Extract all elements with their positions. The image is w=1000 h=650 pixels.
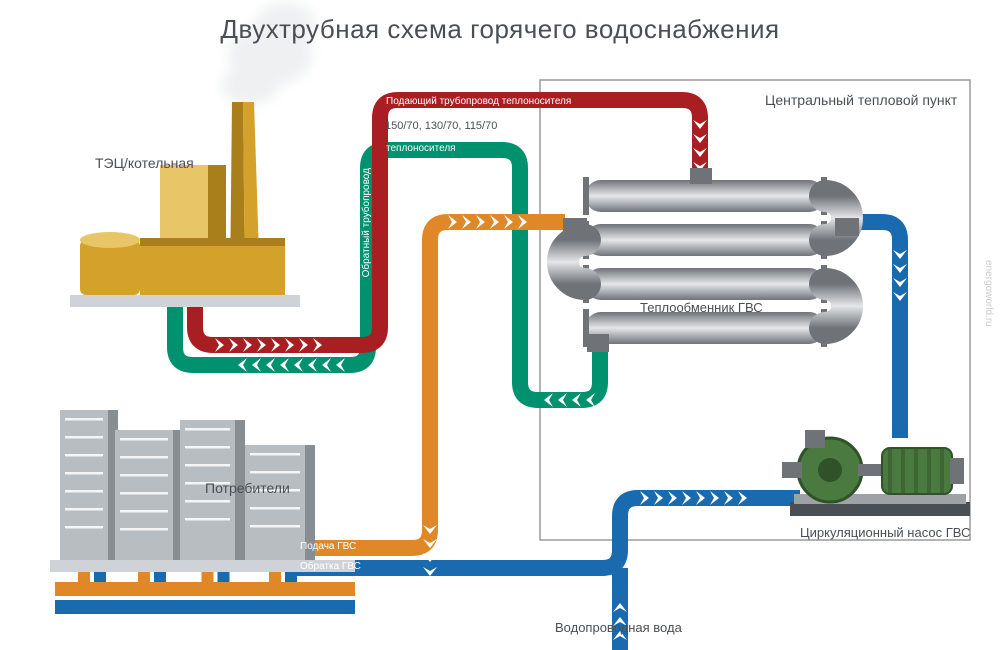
consumers-label: Потребители bbox=[205, 480, 290, 496]
diagram-stage: Двухтрубная схема горячего водоснабжения… bbox=[0, 0, 1000, 650]
return-pipe-label: Обратный трубопровод bbox=[361, 168, 372, 277]
diagram-title: Двухтрубная схема горячего водоснабжения bbox=[0, 14, 1000, 45]
tap-water-label: Водопроводная вода bbox=[555, 620, 682, 635]
pump-label: Циркуляционный насос ГВС bbox=[800, 525, 970, 540]
supply-pipe-label: Подающий трубопровод теплоносителя bbox=[386, 96, 571, 107]
return-pipe-label2: теплоносителя bbox=[386, 143, 456, 154]
temperatures-text: 150/70, 130/70, 115/70 bbox=[385, 120, 497, 132]
heat-exchanger-label: Теплообменник ГВС bbox=[640, 300, 763, 315]
gvs-supply-label: Подача ГВС bbox=[300, 541, 356, 552]
plant-label: ТЭЦ/котельная bbox=[95, 155, 194, 171]
ctp-box-label: Центральный тепловой пункт bbox=[765, 92, 957, 108]
watermark: energoworld.ru bbox=[983, 260, 994, 327]
gvs-return-label: Обратка ГВС bbox=[300, 561, 361, 572]
